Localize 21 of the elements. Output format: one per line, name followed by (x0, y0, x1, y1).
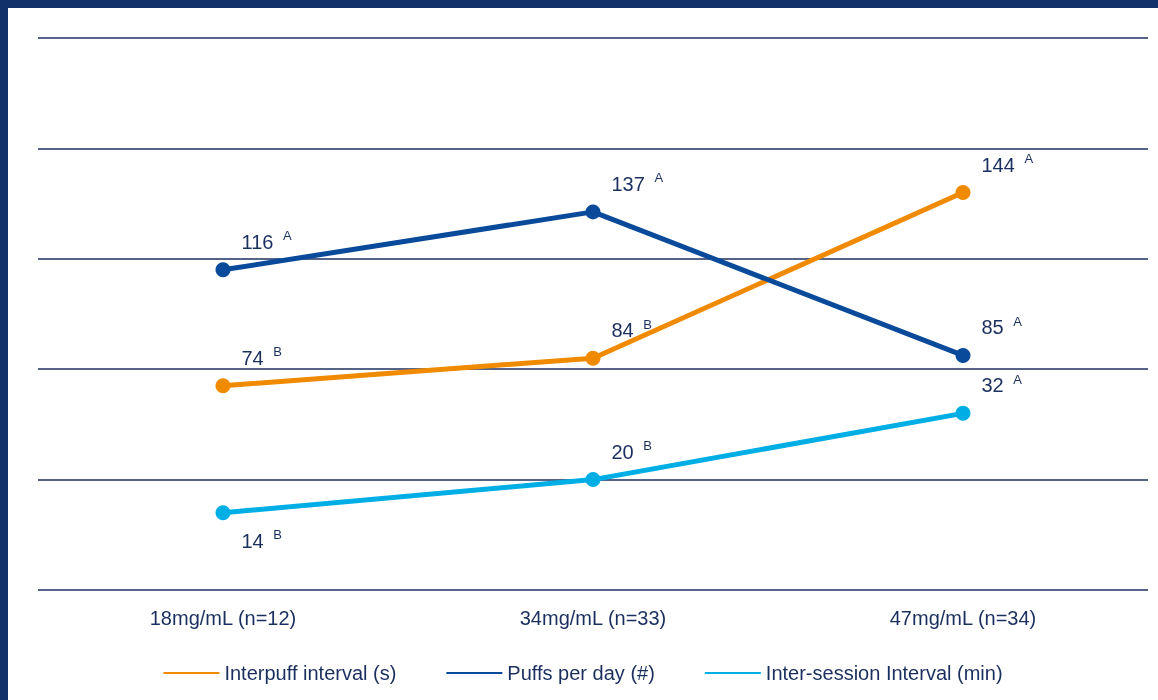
data-label: 137 A (611, 170, 664, 195)
legend-label: Interpuff interval (s) (224, 662, 397, 684)
data-label: 74 B (241, 344, 282, 369)
data-label: 32 A (981, 371, 1023, 397)
x-tick-label: 34mg/mL (n=33) (519, 607, 667, 629)
data-label: 85 A (981, 313, 1023, 339)
legend-label: Puffs per day (#) (507, 662, 655, 684)
point (215, 262, 231, 278)
point (585, 350, 601, 366)
data-label: 20 B (611, 438, 652, 463)
data-label: 116 A (241, 228, 292, 253)
point (585, 204, 601, 220)
x-tick-label: 18mg/mL (n=12) (149, 607, 297, 629)
point (955, 347, 971, 363)
point (215, 378, 231, 394)
x-tick-label: 47mg/mL (n=34) (889, 607, 1037, 629)
data-label: 144 A (981, 151, 1034, 176)
data-label: 14 B (241, 527, 282, 552)
data-label: 84 B (611, 316, 652, 342)
legend-label: Inter-session Interval (min) (765, 662, 1003, 684)
point (955, 185, 971, 201)
